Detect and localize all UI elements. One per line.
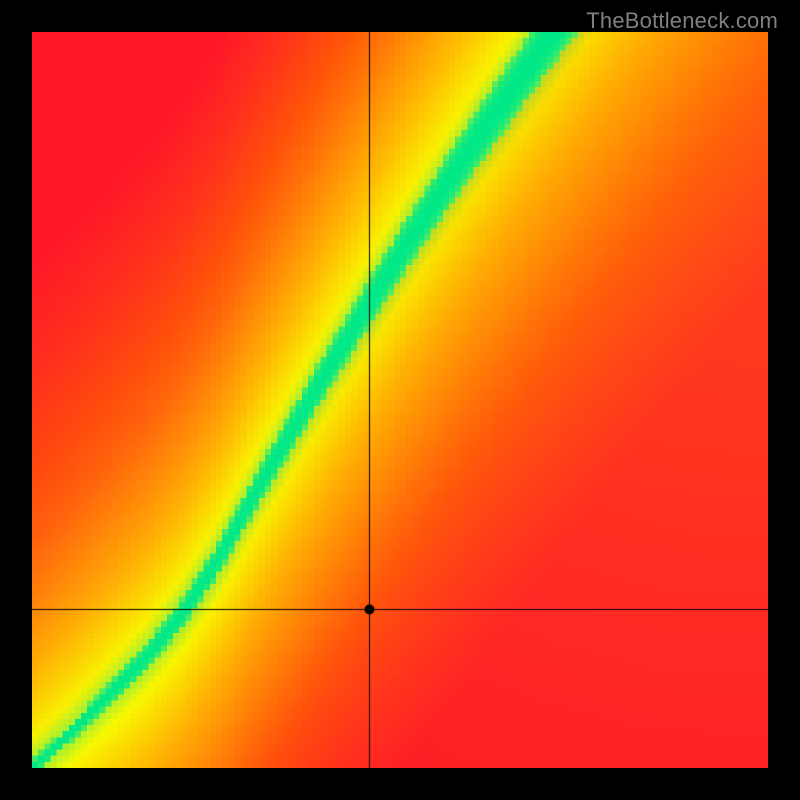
watermark-text: TheBottleneck.com [586,8,778,34]
crosshair-overlay [32,32,768,768]
